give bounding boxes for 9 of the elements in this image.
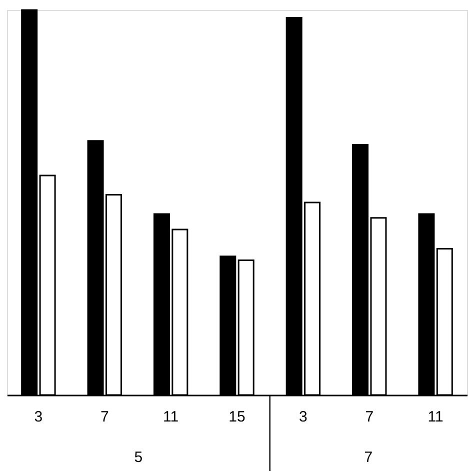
x-tick-label: 15: [228, 408, 246, 426]
x-tick-label: 7: [100, 408, 109, 426]
x-tick-label: 11: [428, 408, 444, 426]
text: 5: [134, 449, 143, 466]
x-tick-label: 7: [365, 408, 374, 426]
text: 7: [364, 449, 373, 466]
x-tick-label: 3: [299, 408, 308, 426]
x-tick-label: 3: [34, 408, 43, 426]
x-tick-label: 11: [163, 408, 179, 426]
